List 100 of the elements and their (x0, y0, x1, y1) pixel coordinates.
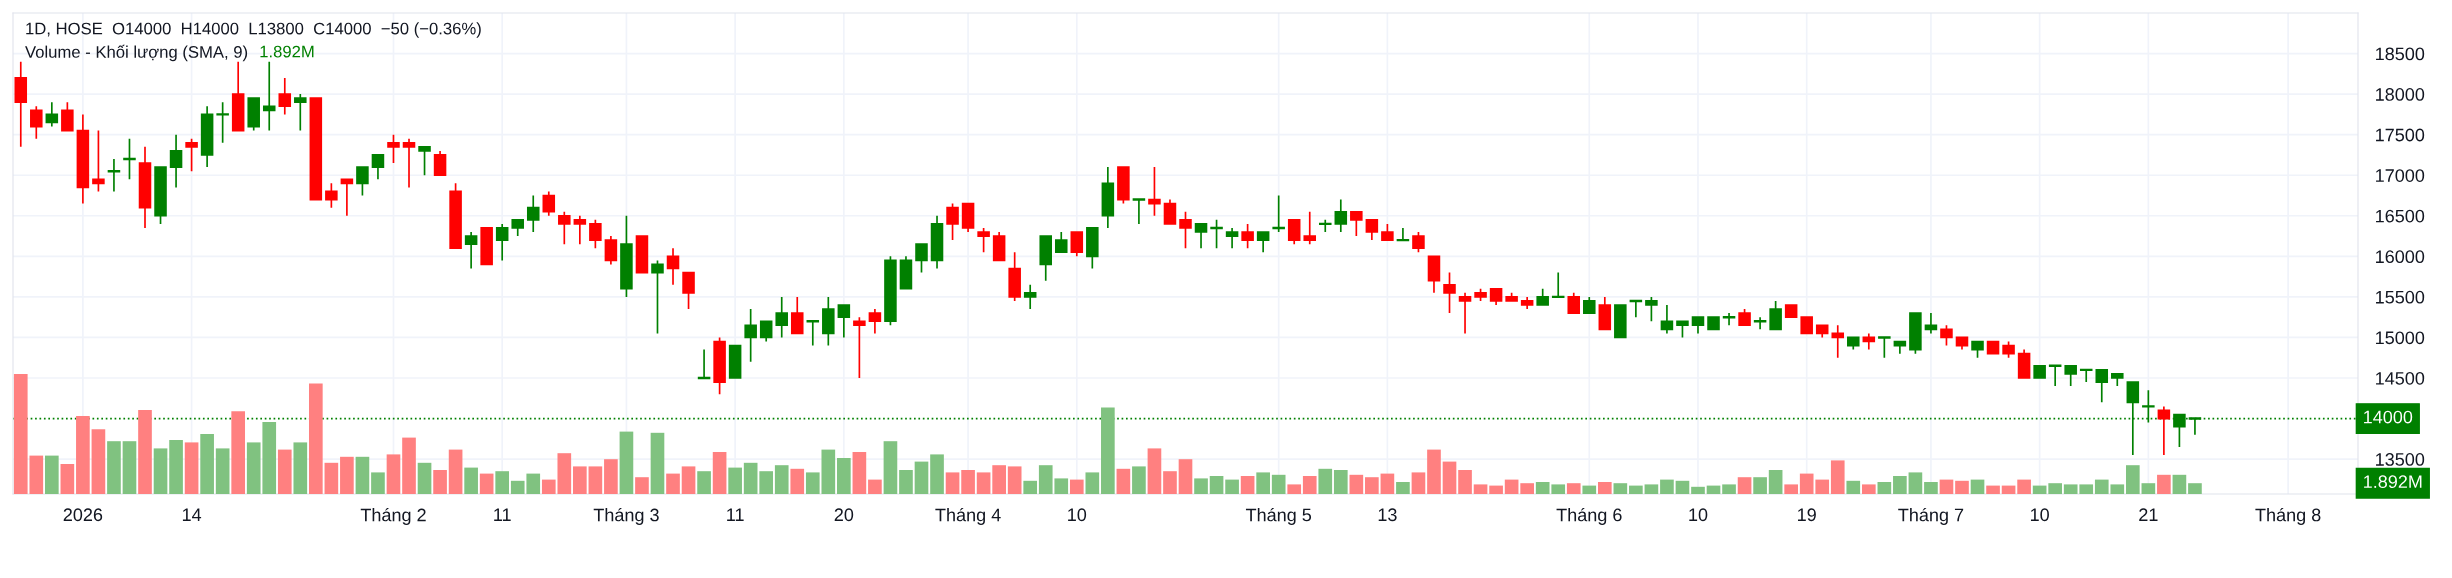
bar (417, 462, 432, 494)
candlestick (1986, 340, 2000, 355)
candlestick (1598, 296, 1612, 331)
bar (1178, 459, 1193, 494)
bar (1691, 486, 1705, 494)
bar (930, 454, 944, 494)
x-tick-label: 11 (727, 508, 744, 521)
chart-title: Volume - Khối lượng (SMA, 9) (25, 44, 248, 62)
candlestick (1241, 223, 1254, 250)
candlestick (1583, 296, 1596, 314)
bar (1194, 478, 1208, 494)
candlestick (1924, 312, 1938, 335)
candlestick (1039, 235, 1053, 282)
bar (138, 410, 152, 494)
candlestick (899, 255, 913, 290)
candlestick (837, 304, 851, 339)
bar (728, 467, 742, 494)
bar (1380, 473, 1395, 494)
candlestick (1381, 223, 1394, 241)
candlestick (1318, 219, 1332, 233)
candlestick (433, 150, 447, 177)
candlestick (123, 137, 136, 181)
x-tick-label: 13 (1378, 508, 1397, 522)
x-tick-label: 10 (2030, 508, 2049, 522)
candlestick (1520, 296, 1534, 310)
bar (619, 431, 634, 494)
bar (1116, 468, 1131, 494)
ref-line-label: 14000 (2364, 410, 2413, 424)
bar (837, 458, 851, 494)
bar (1147, 448, 1162, 494)
bar (883, 441, 898, 494)
candlestick (1862, 332, 1876, 351)
bar (386, 454, 401, 494)
y-tick-label: 15000 (2376, 331, 2425, 345)
x-tick-label: Tháng 3 (593, 507, 659, 525)
bar (743, 462, 758, 494)
bar (2141, 483, 2156, 494)
candlestick (526, 194, 540, 233)
candlestick (790, 296, 804, 335)
candlestick (2064, 365, 2077, 387)
bar (759, 471, 774, 494)
candlestick (247, 97, 260, 132)
candlestick (946, 202, 959, 241)
candlestick (340, 178, 354, 217)
candlestick (1474, 287, 1487, 302)
candlestick (1909, 312, 1922, 355)
x-tick-label: 10 (1689, 508, 1708, 522)
candlestick (1303, 210, 1317, 246)
candlestick (589, 219, 602, 250)
candlestick (2002, 340, 2015, 359)
candlestick (1691, 316, 1705, 335)
bar (448, 449, 463, 494)
candlestick (464, 231, 478, 270)
bar (215, 448, 230, 494)
bar (324, 462, 339, 494)
candlestick (1567, 292, 1581, 314)
candlestick (61, 101, 74, 132)
candlestick (1831, 324, 1845, 359)
bar (309, 383, 323, 494)
candlestick (154, 166, 167, 225)
candlestick (775, 296, 788, 339)
bar (1768, 470, 1783, 494)
bar (1986, 485, 2000, 494)
candlestick (325, 182, 338, 209)
bar (1908, 472, 1923, 494)
bar (1396, 482, 1410, 494)
bar (2001, 485, 2016, 494)
bar (1939, 479, 1954, 494)
candlestick (1800, 316, 1813, 335)
bar (2188, 483, 2202, 494)
bar (852, 452, 867, 494)
candlestick (1287, 219, 1301, 246)
bar (107, 441, 121, 494)
candlestick (573, 214, 587, 246)
candlestick (309, 97, 323, 201)
bar (1302, 476, 1317, 494)
annotation: 1.892M (260, 45, 314, 58)
bar (1209, 476, 1224, 494)
bar (712, 452, 727, 494)
candlestick (1971, 340, 1984, 359)
bar (992, 465, 1006, 494)
candlestick (30, 105, 43, 140)
y-tick-label: 16000 (2376, 250, 2425, 264)
bar (1737, 477, 1752, 494)
candlestick (682, 271, 695, 310)
bar (666, 473, 680, 494)
y-tick-label: 17000 (2376, 169, 2425, 182)
bar (681, 466, 696, 494)
candlestick (1722, 312, 1736, 327)
bar (1629, 485, 1643, 494)
bar (184, 442, 199, 494)
candlestick (185, 137, 198, 173)
bar (1427, 449, 1441, 494)
candlestick (1784, 304, 1798, 319)
bar (899, 470, 913, 494)
bar (635, 477, 649, 494)
candlestick (1101, 166, 1115, 229)
bar (1830, 460, 1845, 494)
candlestick (2111, 373, 2124, 387)
candlestick (1458, 292, 1472, 335)
